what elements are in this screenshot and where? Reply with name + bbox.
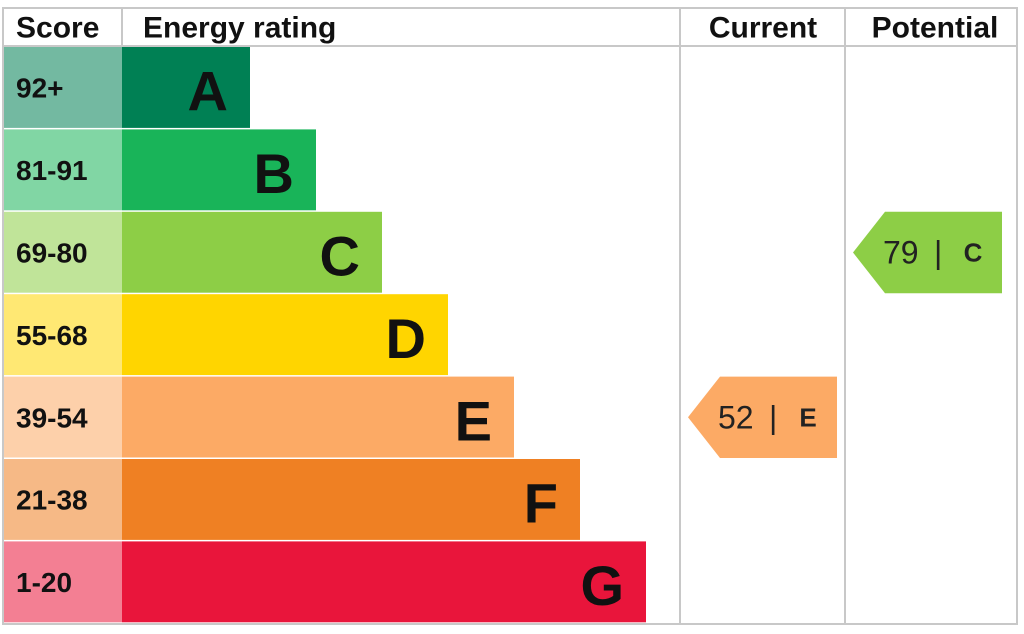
rating-bar xyxy=(122,211,382,293)
rating-bar xyxy=(122,541,646,623)
current-separator: | xyxy=(769,399,777,435)
rating-bar xyxy=(122,47,250,128)
score-label: 55-68 xyxy=(16,320,88,351)
header-rating: Energy rating xyxy=(143,12,336,45)
score-label: 92+ xyxy=(16,73,64,104)
rating-letter: E xyxy=(455,389,492,452)
rating-bar xyxy=(122,294,448,376)
potential-separator: | xyxy=(934,235,942,271)
rating-letter: D xyxy=(386,307,426,370)
score-cell xyxy=(4,376,122,458)
score-cell xyxy=(4,211,122,293)
score-label: 39-54 xyxy=(16,402,88,433)
rating-letter: F xyxy=(524,472,558,535)
score-label: 69-80 xyxy=(16,238,88,269)
rating-bar xyxy=(122,129,316,211)
rating-letter: A xyxy=(188,60,228,123)
potential-arrow xyxy=(853,211,1002,294)
rating-letter: B xyxy=(254,142,294,205)
score-label: 1-20 xyxy=(16,567,72,598)
score-cell xyxy=(4,459,122,540)
score-label: 21-38 xyxy=(16,485,88,516)
score-cell xyxy=(4,541,122,623)
current-value: 52 xyxy=(718,399,754,435)
header-score: Score xyxy=(16,12,99,45)
current-arrow xyxy=(688,376,837,458)
rating-letter: G xyxy=(580,554,624,617)
rating-letter: C xyxy=(320,225,360,288)
score-cell xyxy=(4,129,122,211)
score-label: 81-91 xyxy=(16,155,88,186)
rating-bar xyxy=(122,459,580,540)
header-potential: Potential xyxy=(872,12,999,45)
header-current: Current xyxy=(709,12,817,45)
potential-letter: C xyxy=(964,238,983,268)
current-letter: E xyxy=(799,402,816,432)
rating-bar xyxy=(122,376,514,458)
potential-value: 79 xyxy=(883,235,919,271)
score-cell xyxy=(4,47,122,128)
score-cell xyxy=(4,294,122,376)
